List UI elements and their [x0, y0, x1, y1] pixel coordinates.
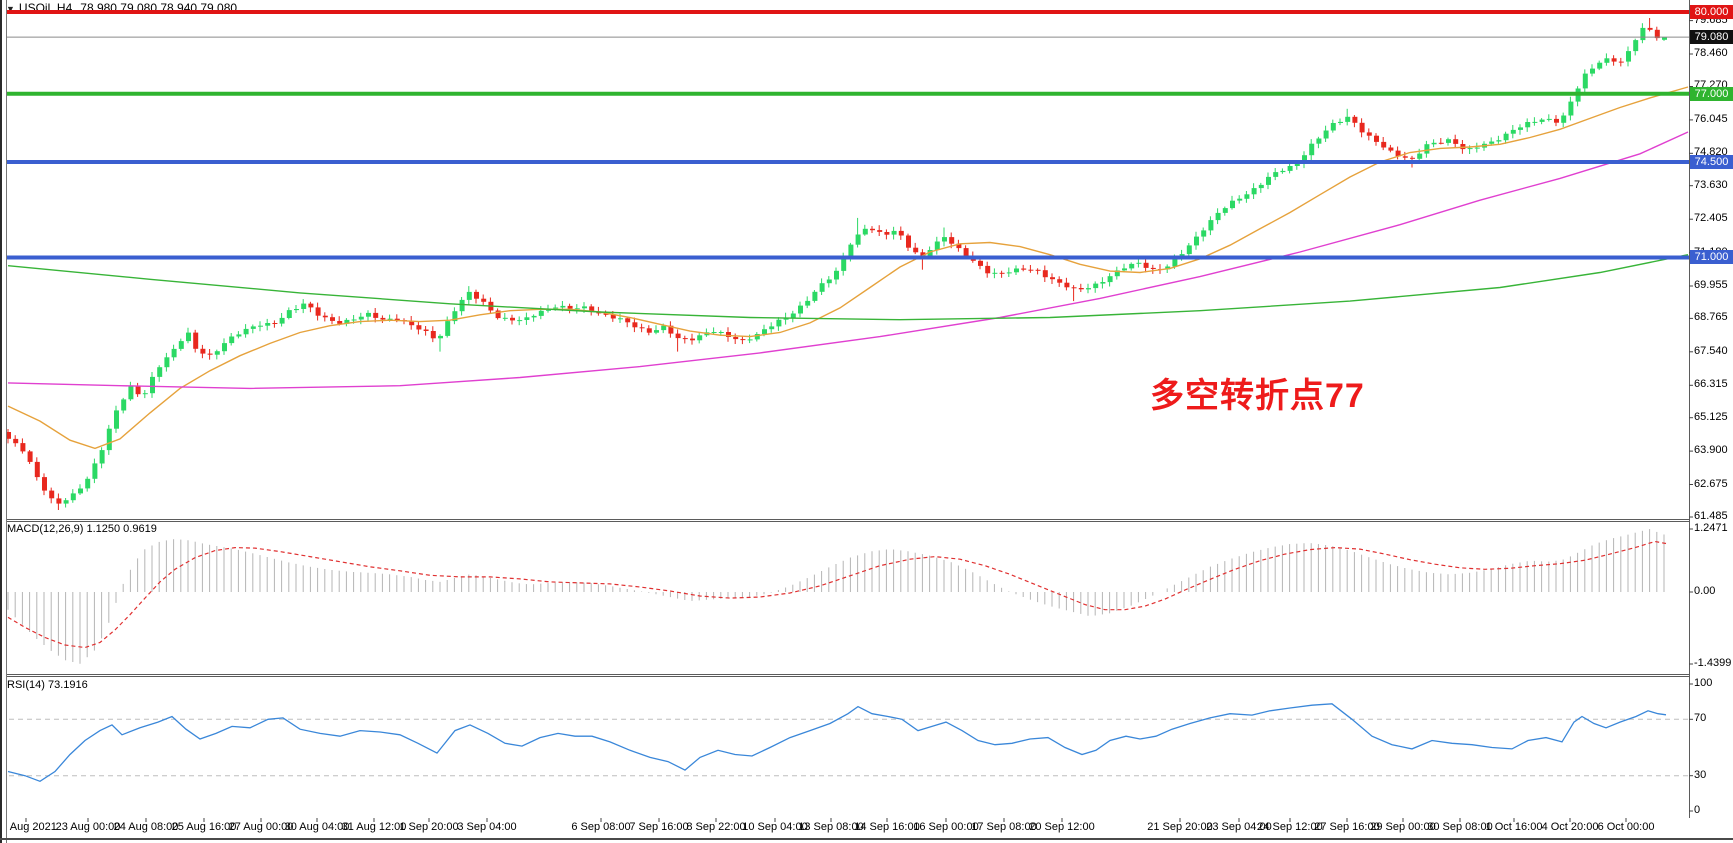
rsi-panel[interactable] [0, 676, 1689, 820]
price-tick-label: 69.955 [1694, 279, 1728, 291]
price-tick-label: 73.630 [1694, 179, 1728, 191]
macd-axis-label: 0.00 [1694, 585, 1716, 597]
time-axis-label: 1 Sep 20:00 [399, 821, 459, 833]
time-axis-label: 27 Sep 16:00 [1314, 821, 1380, 833]
price-badge-74.500: 74.500 [1690, 155, 1733, 169]
price-axis[interactable] [1689, 0, 1733, 818]
price-badge-79.080: 79.080 [1690, 30, 1733, 44]
price-tick-label: 67.540 [1694, 345, 1728, 357]
time-axis-label: 4 Oct 20:00 [1541, 821, 1599, 833]
time-axis[interactable] [0, 818, 1733, 838]
time-axis-label: 27 Aug 00:00 [228, 821, 294, 833]
time-axis-label: 23 Sep 04:00 [1206, 821, 1272, 833]
price-tick-label: 63.900 [1694, 444, 1728, 456]
price-badge-77.000: 77.000 [1690, 87, 1733, 101]
time-axis-label: 10 Sep 04:00 [742, 821, 808, 833]
main-chart-panel[interactable] [0, 0, 1689, 520]
chart-text-annotation: 多空转折点77 [1150, 377, 1365, 415]
price-badge-71.000: 71.000 [1690, 250, 1733, 264]
time-axis-label: 20 Sep 12:00 [1029, 821, 1095, 833]
time-axis-label: 13 Sep 08:00 [798, 821, 864, 833]
time-axis-label: 1 Oct 16:00 [1485, 821, 1543, 833]
price-tick-label: 78.460 [1694, 47, 1728, 59]
chart-title: ▼ USOil ,H4 78.980 79.080 78.940 79.080 [6, 1, 237, 15]
window-left-edge [0, 0, 7, 843]
time-axis-label: 6 Sep 08:00 [571, 821, 631, 833]
rsi-value: 73.1916 [47, 679, 88, 691]
symbol-marker-icon: ▼ [6, 4, 15, 14]
time-axis-label: 23 Aug 00:00 [55, 821, 121, 833]
time-axis-label: 17 Sep 08:00 [971, 821, 1037, 833]
rsi-axis-label: 70 [1694, 712, 1707, 724]
time-axis-label: 24 Sep 12:00 [1257, 821, 1323, 833]
macd-axis-label: -1.4399 [1694, 657, 1732, 669]
price-tick-label: 68.765 [1694, 311, 1728, 323]
macd-name: MACD(12,26,9) [7, 523, 84, 535]
price-tick-label: 62.675 [1694, 478, 1728, 490]
price-badge-80.000: 80.000 [1690, 5, 1733, 19]
rsi-axis-label: 100 [1694, 677, 1713, 689]
macd-panel[interactable] [0, 521, 1689, 675]
window-bottom-edge [0, 838, 1733, 840]
time-axis-label: 21 Sep 20:00 [1147, 821, 1213, 833]
macd-values: 1.1250 0.9619 [86, 523, 157, 535]
rsi-axis-label: 0 [1694, 804, 1701, 816]
price-tick-label: 76.045 [1694, 113, 1728, 125]
time-axis-label: 30 Sep 08:00 [1427, 821, 1493, 833]
time-axis-label: 7 Sep 16:00 [629, 821, 689, 833]
rsi-axis-label: 30 [1694, 769, 1707, 781]
price-tick-label: 72.405 [1694, 212, 1728, 224]
time-axis-label: 14 Sep 16:00 [854, 821, 920, 833]
rsi-name: RSI(14) [7, 679, 45, 691]
time-axis-label: 19 Aug 2021 [0, 821, 57, 833]
time-axis-label: 8 Sep 22:00 [686, 821, 746, 833]
time-axis-label: 6 Oct 00:00 [1597, 821, 1655, 833]
price-tick-label: 61.485 [1694, 510, 1728, 522]
ohlc-values: 78.980 79.080 78.940 79.080 [80, 1, 238, 15]
macd-indicator-label: MACD(12,26,9) 1.1250 0.9619 [7, 523, 157, 535]
macd-axis-label: 1.2471 [1694, 522, 1728, 534]
time-axis-label: 31 Aug 12:00 [341, 821, 407, 833]
time-axis-label: 3 Sep 04:00 [457, 821, 517, 833]
time-axis-label: 24 Aug 08:00 [113, 821, 179, 833]
symbol-period-label: USOil ,H4 [18, 1, 73, 15]
rsi-indicator-label: RSI(14) 73.1916 [7, 679, 88, 691]
time-axis-label: 25 Aug 16:00 [171, 821, 237, 833]
time-axis-label: 29 Sep 00:00 [1370, 821, 1436, 833]
price-tick-label: 66.315 [1694, 378, 1728, 390]
price-tick-label: 65.125 [1694, 411, 1728, 423]
time-axis-label: 16 Sep 00:00 [913, 821, 979, 833]
time-axis-label: 30 Aug 04:00 [284, 821, 350, 833]
